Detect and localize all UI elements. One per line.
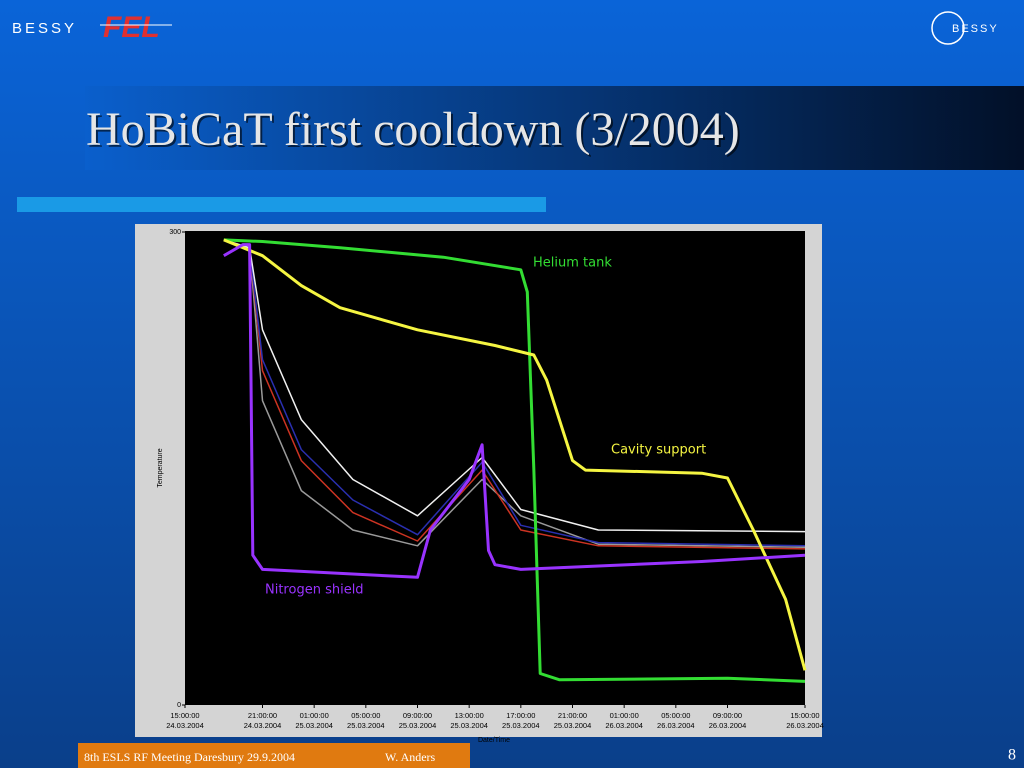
y-axis-label: Temperature: [157, 448, 164, 487]
y-tick-label: 0: [177, 702, 181, 709]
title-shadow: HoBiCaT first cooldown (3/2004): [88, 105, 742, 158]
accent-bar: [17, 197, 546, 212]
logo-left: BESSY: [12, 20, 77, 37]
x-tick-label: 09:00:00 26.03.2004: [709, 711, 747, 730]
logo-ring: [931, 11, 965, 45]
page-number: 8: [1008, 747, 1016, 764]
footer-event: 8th ESLS RF Meeting Daresbury 29.9.2004: [84, 750, 295, 764]
x-tick-label: 21:00:00 24.03.2004: [244, 711, 282, 730]
x-tick-label: 05:00:00 26.03.2004: [657, 711, 695, 730]
series-label: Nitrogen shield: [265, 583, 364, 598]
logo-right: BESSY: [952, 23, 999, 35]
x-tick-label: 21:00:00 25.03.2004: [554, 711, 592, 730]
series-line: [223, 239, 806, 549]
series-line: [223, 239, 806, 533]
x-tick-label: 13:00:00 25.03.2004: [450, 711, 488, 730]
y-tick-label: 300: [169, 229, 181, 236]
series-line: [223, 238, 807, 671]
logo-fel: FEL: [103, 11, 160, 44]
x-axis-label: Date/Time: [478, 737, 510, 744]
x-tick-label: 15:00:00 26.03.2004: [786, 711, 824, 730]
x-tick-label: 09:00:00 25.03.2004: [399, 711, 437, 730]
footer-author: W. Anders: [385, 750, 436, 764]
series-line: [223, 239, 806, 547]
x-tick-label: 01:00:00 25.03.2004: [295, 711, 333, 730]
series-line: [223, 238, 806, 683]
series-label: Cavity support: [611, 443, 706, 458]
slide-title: HoBiCaT first cooldown (3/2004): [86, 103, 740, 156]
title-bar: [85, 86, 1024, 170]
x-tick-label: 05:00:00 25.03.2004: [347, 711, 385, 730]
x-tick-label: 17:00:00 25.03.2004: [502, 711, 540, 730]
plot-area: [185, 231, 805, 705]
series-label: Helium tank: [533, 256, 612, 271]
series-line: [223, 243, 806, 579]
x-tick-label: 01:00:00 26.03.2004: [605, 711, 643, 730]
footer-bar: [78, 743, 470, 768]
x-tick-label: 15:00:00 24.03.2004: [166, 711, 204, 730]
